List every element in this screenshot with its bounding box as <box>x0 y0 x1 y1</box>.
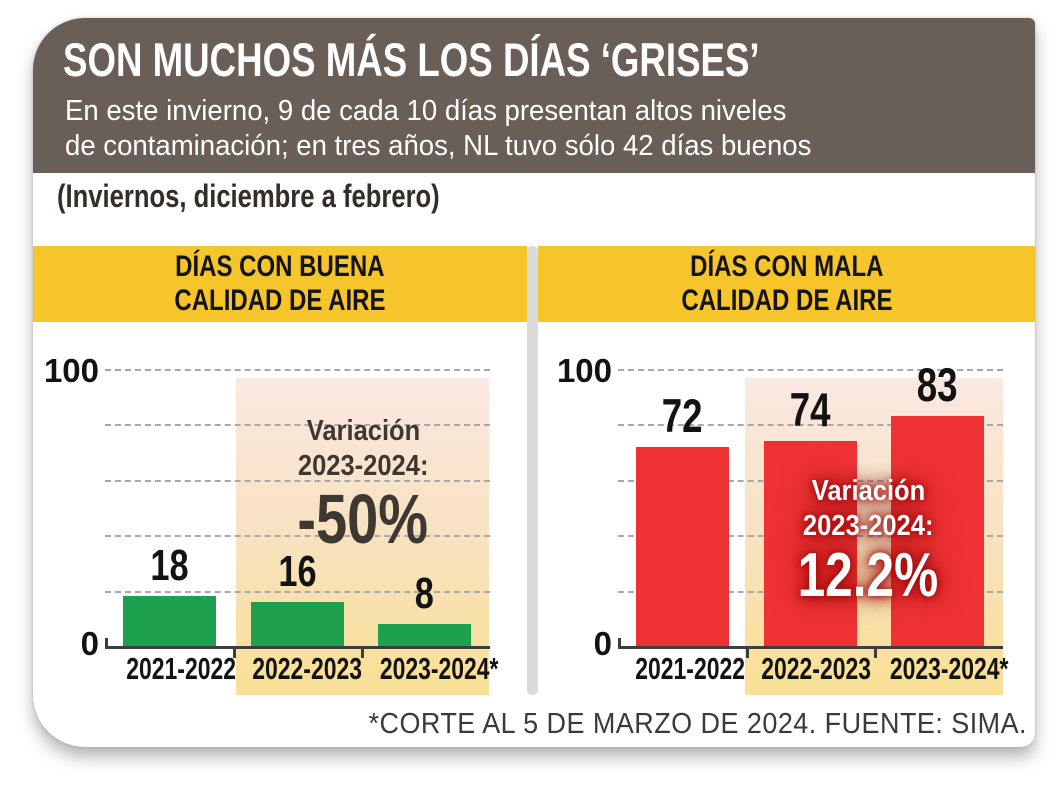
bar-group-bad-2022-2023: 74 <box>764 369 857 646</box>
annotation-bad-line1: Variación <box>811 475 925 507</box>
page-title-text: SON MUCHOS MÁS LOS DÍAS ‘GRISES’ <box>63 33 760 86</box>
axis-tick-bad-1 <box>746 649 749 658</box>
value-label-good-2023-2024: 8 <box>414 569 435 618</box>
bar-bad-2021-2022 <box>636 447 729 646</box>
bar-good-2023-2024 <box>378 624 471 646</box>
annotation-good-variation: Variación 2023-2024: -50% <box>233 414 493 555</box>
chart-title-good-air: DÍAS CON BUENA CALIDAD DE AIRE <box>33 246 527 322</box>
annotation-good-value: -50% <box>297 480 429 558</box>
infographic-card: SON MUCHOS MÁS LOS DÍAS ‘GRISES’ En este… <box>33 18 1035 747</box>
bar-bad-2022-2023 <box>764 441 857 646</box>
panel-divider <box>527 246 538 695</box>
category-label-good-2022-2023: 2022-2023 <box>252 651 362 686</box>
y-axis-label-100-bad: 100 <box>556 352 612 389</box>
annotation-bad-value: 12.2% <box>797 541 939 610</box>
category-label-bad-2021-2022: 2021-2022 <box>635 651 745 686</box>
axis-start-tick-bad <box>618 638 621 648</box>
subtitle-line-2: de contaminación; en tres años, NL tuvo … <box>65 130 812 162</box>
chart-title-bad-air: DÍAS CON MALA CALIDAD DE AIRE <box>538 246 1035 322</box>
bar-chart-bad-air: 72 74 83 <box>618 361 1003 658</box>
value-label-bad-2021-2022: 72 <box>662 389 703 442</box>
value-label-bad-2023-2024: 83 <box>917 358 958 411</box>
bar-bad-2023-2024 <box>891 416 984 646</box>
bar-group-good-2022-2023: 16 <box>251 369 344 646</box>
x-axis-bad <box>618 646 1003 649</box>
category-label-bad-2023-2024: 2023-2024* <box>889 651 1009 686</box>
bar-group-good-2021-2022: 18 <box>123 369 216 646</box>
value-label-good-2021-2022: 18 <box>150 541 189 590</box>
subtitle-line-1: En este invierno, 9 de cada 10 días pres… <box>65 95 787 127</box>
bar-chart-good-air: 18 16 8 <box>105 369 490 658</box>
page-title: SON MUCHOS MÁS LOS DÍAS ‘GRISES’ <box>63 32 956 87</box>
annotation-good-line2: 2023-2024: <box>297 450 429 482</box>
bar-group-bad-2021-2022: 72 <box>636 369 729 646</box>
period-note: (Inviernos, diciembre a febrero) <box>57 178 440 214</box>
y-axis-label-0-bad: 0 <box>593 625 612 662</box>
axis-tick-bad-2 <box>874 649 877 658</box>
annotation-bad-variation: Variación 2023-2024: 12.2% <box>738 474 998 607</box>
axis-tick-good-2 <box>361 649 364 658</box>
axis-tick-good-1 <box>233 649 236 658</box>
bar-good-2022-2023 <box>251 602 344 646</box>
value-label-bad-2022-2023: 74 <box>790 383 831 436</box>
value-label-good-2022-2023: 16 <box>278 547 317 596</box>
y-axis-label-0-good: 0 <box>80 625 99 662</box>
annotation-good-line1: Variación <box>306 415 420 447</box>
bar-good-2021-2022 <box>123 596 216 646</box>
bar-group-good-2023-2024: 8 <box>378 369 471 646</box>
bar-group-bad-2023-2024: 83 <box>891 361 984 646</box>
header-banner: SON MUCHOS MÁS LOS DÍAS ‘GRISES’ En este… <box>33 18 1035 173</box>
annotation-bad-line2: 2023-2024: <box>802 510 934 542</box>
source-note: *CORTE AL 5 DE MARZO DE 2024. FUENTE: SI… <box>368 708 1027 740</box>
category-label-good-2021-2022: 2021-2022 <box>126 651 236 686</box>
y-axis-label-100-good: 100 <box>43 352 99 389</box>
category-label-good-2023-2024: 2023-2024* <box>379 651 499 686</box>
category-label-bad-2022-2023: 2022-2023 <box>761 651 871 686</box>
x-axis-good <box>105 646 490 649</box>
axis-start-tick-good <box>105 638 108 648</box>
